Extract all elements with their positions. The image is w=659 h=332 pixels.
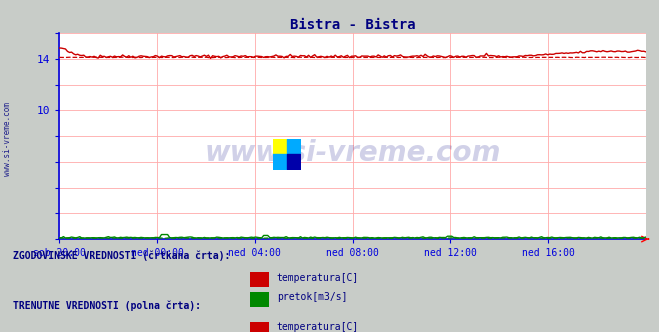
Text: pretok[m3/s]: pretok[m3/s] <box>277 292 347 302</box>
Text: temperatura[C]: temperatura[C] <box>277 322 359 332</box>
Title: Bistra - Bistra: Bistra - Bistra <box>290 18 415 32</box>
Text: temperatura[C]: temperatura[C] <box>277 273 359 283</box>
Text: www.si-vreme.com: www.si-vreme.com <box>204 138 501 167</box>
Text: www.si-vreme.com: www.si-vreme.com <box>3 103 13 176</box>
Text: ZGODOVINSKE VREDNOSTI (črtkana črta):: ZGODOVINSKE VREDNOSTI (črtkana črta): <box>13 250 231 261</box>
Text: TRENUTNE VREDNOSTI (polna črta):: TRENUTNE VREDNOSTI (polna črta): <box>13 300 201 311</box>
